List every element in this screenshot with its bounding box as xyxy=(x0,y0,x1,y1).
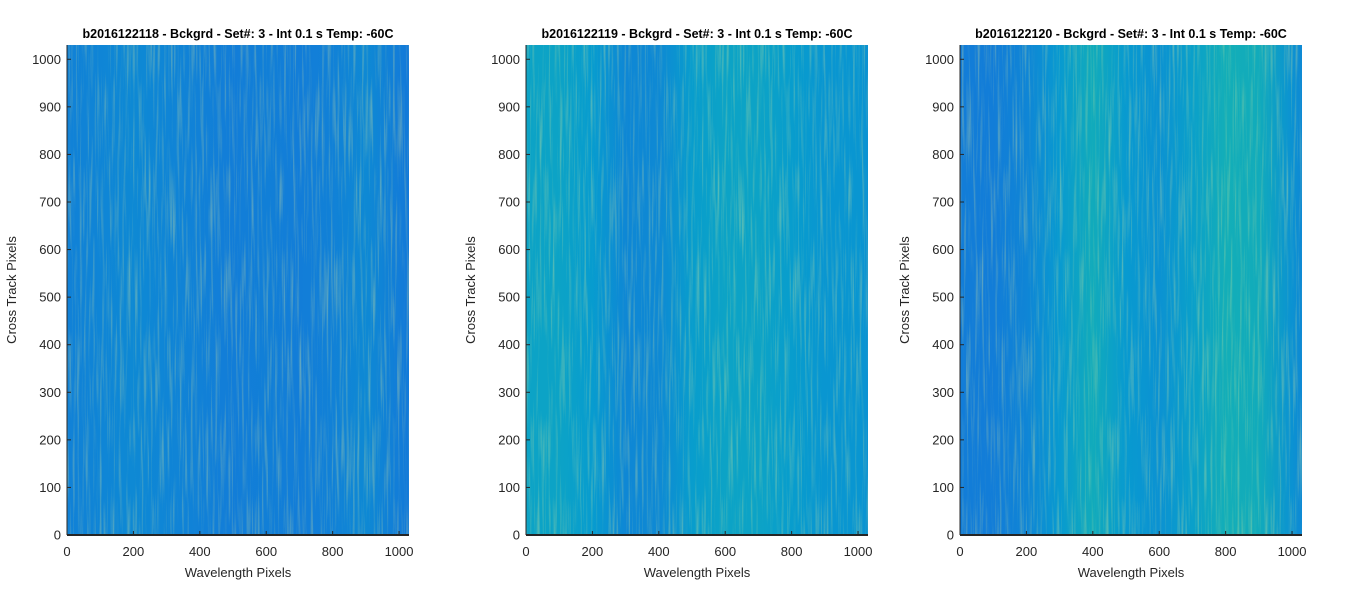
y-tick-label: 300 xyxy=(498,385,520,400)
y-tick-label: 100 xyxy=(932,480,954,495)
x-tick-label: 1000 xyxy=(1278,544,1307,559)
y-tick-label: 1000 xyxy=(925,52,954,67)
y-axis-label: Cross Track Pixels xyxy=(463,236,478,344)
y-tick-label: 0 xyxy=(947,528,954,543)
x-tick-label: 600 xyxy=(714,544,736,559)
y-tick-label: 1000 xyxy=(491,52,520,67)
chart-title: b2016122118 - Bckgrd - Set#: 3 - Int 0.1… xyxy=(82,27,393,41)
x-tick-label: 0 xyxy=(956,544,963,559)
x-tick-label: 800 xyxy=(781,544,803,559)
y-tick-label: 800 xyxy=(498,147,520,162)
y-tick-label: 200 xyxy=(39,432,61,447)
y-tick-label: 700 xyxy=(39,194,61,209)
heatmap-noise-texture xyxy=(526,45,868,535)
y-tick-label: 300 xyxy=(39,385,61,400)
x-tick-label: 200 xyxy=(123,544,145,559)
x-tick-label: 400 xyxy=(189,544,211,559)
heatmap-noise-texture xyxy=(67,45,409,535)
y-tick-label: 1000 xyxy=(32,52,61,67)
y-tick-label: 500 xyxy=(932,290,954,305)
y-tick-label: 600 xyxy=(498,242,520,257)
y-tick-label: 400 xyxy=(932,337,954,352)
x-tick-label: 200 xyxy=(1016,544,1038,559)
chart-panel-1: b2016122118 - Bckgrd - Set#: 3 - Int 0.1… xyxy=(4,27,413,580)
y-tick-label: 200 xyxy=(498,432,520,447)
y-tick-label: 100 xyxy=(498,480,520,495)
y-tick-label: 400 xyxy=(39,337,61,352)
y-tick-label: 600 xyxy=(39,242,61,257)
x-tick-label: 800 xyxy=(1215,544,1237,559)
chart-title: b2016122119 - Bckgrd - Set#: 3 - Int 0.1… xyxy=(541,27,852,41)
y-tick-label: 0 xyxy=(54,528,61,543)
x-tick-label: 0 xyxy=(522,544,529,559)
y-tick-label: 200 xyxy=(932,432,954,447)
x-axis-label: Wavelength Pixels xyxy=(1078,565,1185,580)
y-tick-label: 700 xyxy=(932,194,954,209)
x-tick-label: 0 xyxy=(63,544,70,559)
x-axis-label: Wavelength Pixels xyxy=(644,565,751,580)
y-axis-label: Cross Track Pixels xyxy=(4,236,19,344)
chart-panel-2: b2016122119 - Bckgrd - Set#: 3 - Int 0.1… xyxy=(463,27,872,580)
y-tick-label: 0 xyxy=(513,528,520,543)
x-tick-label: 600 xyxy=(255,544,277,559)
heatmap-noise-texture xyxy=(960,45,1302,535)
y-tick-label: 400 xyxy=(498,337,520,352)
y-tick-label: 900 xyxy=(498,99,520,114)
y-tick-label: 800 xyxy=(932,147,954,162)
y-tick-label: 100 xyxy=(39,480,61,495)
x-tick-label: 600 xyxy=(1148,544,1170,559)
x-axis-label: Wavelength Pixels xyxy=(185,565,292,580)
x-tick-label: 400 xyxy=(1082,544,1104,559)
y-tick-label: 600 xyxy=(932,242,954,257)
y-tick-label: 500 xyxy=(39,290,61,305)
x-tick-label: 800 xyxy=(322,544,344,559)
y-axis-label: Cross Track Pixels xyxy=(897,236,912,344)
x-tick-label: 200 xyxy=(582,544,604,559)
x-tick-label: 400 xyxy=(648,544,670,559)
x-tick-label: 1000 xyxy=(385,544,414,559)
y-tick-label: 900 xyxy=(932,99,954,114)
y-tick-label: 500 xyxy=(498,290,520,305)
y-tick-label: 300 xyxy=(932,385,954,400)
chart-panel-3: b2016122120 - Bckgrd - Set#: 3 - Int 0.1… xyxy=(897,27,1306,580)
x-tick-label: 1000 xyxy=(844,544,873,559)
y-tick-label: 800 xyxy=(39,147,61,162)
y-tick-label: 700 xyxy=(498,194,520,209)
y-tick-label: 900 xyxy=(39,99,61,114)
chart-title: b2016122120 - Bckgrd - Set#: 3 - Int 0.1… xyxy=(975,27,1287,41)
